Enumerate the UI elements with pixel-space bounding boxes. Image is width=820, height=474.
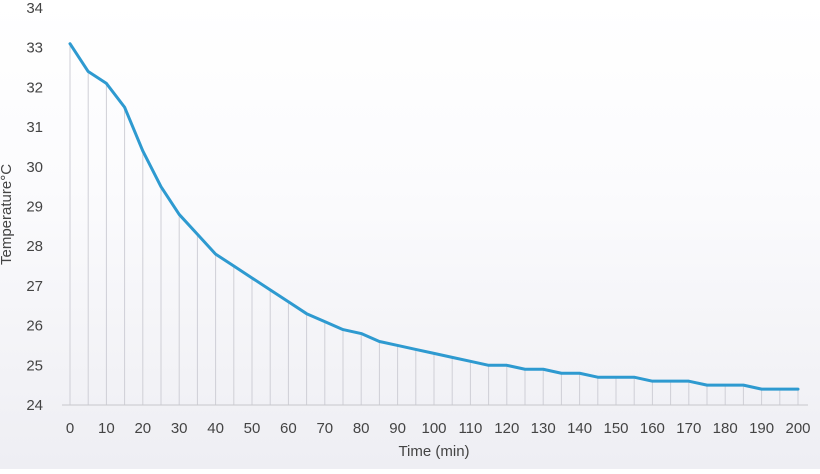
x-axis-ticks: 0 10 20 30 40 50 60 70 80 90 100 110 120 130 140 150 160… (66, 420, 811, 437)
x-tick-label: 80 (353, 420, 370, 437)
x-tick-label: 110 (458, 420, 482, 437)
y-tick-label: 26 (26, 318, 43, 335)
y-axis-label: Temperature°C (0, 164, 15, 265)
y-tick-label: 33 (26, 40, 43, 57)
x-tick-label: 160 (640, 420, 665, 437)
x-tick-label: 40 (207, 420, 224, 437)
x-tick-label: 120 (494, 420, 519, 437)
x-tick-label: 150 (603, 420, 628, 437)
temperature-line (68, 42, 800, 391)
y-tick-label: 31 (26, 119, 43, 136)
x-tick-label: 20 (134, 420, 151, 437)
x-tick-label: 0 (66, 420, 74, 437)
x-tick-label: 190 (749, 420, 774, 437)
y-tick-label: 25 (26, 357, 43, 374)
y-tick-label: 28 (26, 238, 43, 255)
series-layer (68, 42, 800, 391)
x-axis-label: Time (min) (398, 443, 469, 460)
x-tick-label: 30 (171, 420, 188, 437)
y-axis-ticks: 24 25 26 27 28 29 30 31 32 33 34 (26, 0, 43, 414)
y-tick-label: 24 (26, 397, 43, 414)
x-tick-label: 70 (316, 420, 333, 437)
x-tick-label: 140 (567, 420, 592, 437)
x-tick-label: 200 (785, 420, 810, 437)
drop-lines (69, 43, 799, 405)
x-tick-label: 130 (531, 420, 556, 437)
x-tick-label: 90 (389, 420, 406, 437)
y-tick-label: 30 (26, 159, 43, 176)
x-tick-label: 170 (676, 420, 701, 437)
y-tick-label: 32 (26, 79, 43, 96)
x-tick-label: 50 (244, 420, 261, 437)
x-tick-label: 60 (280, 420, 297, 437)
y-tick-label: 27 (26, 278, 43, 295)
x-tick-label: 100 (421, 420, 446, 437)
y-tick-label: 29 (26, 199, 43, 216)
x-tick-label: 180 (713, 420, 738, 437)
y-tick-label: 34 (26, 0, 43, 17)
x-tick-label: 10 (98, 420, 115, 437)
